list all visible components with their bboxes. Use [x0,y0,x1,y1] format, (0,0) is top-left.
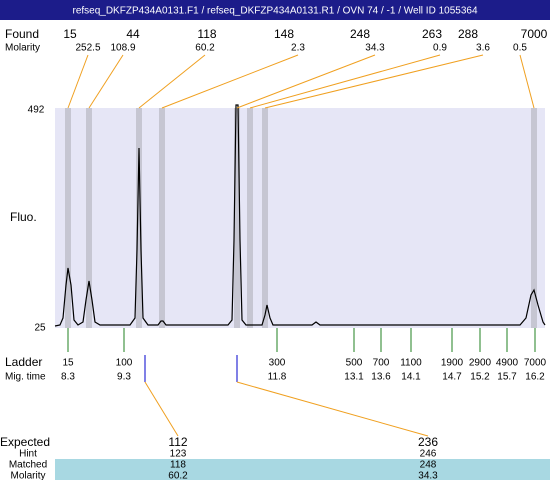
found-size: 263 [422,27,442,41]
row-value: 246 [420,449,437,460]
ladder-size: 4900 [496,358,519,369]
row-value: 248 [420,460,437,471]
connector [249,54,441,109]
ladder-size: 7000 [524,358,547,369]
title-bar [0,0,550,20]
mig-time: 14.7 [442,372,462,383]
peak-band [531,108,537,328]
mig-time: 11.8 [268,372,287,383]
peak-band [262,108,268,328]
axis-top: 492 [28,105,45,116]
trace [54,104,546,327]
connector [264,54,484,109]
mig-time: 15.2 [470,372,490,383]
found-molarity: 60.2 [195,43,215,54]
connector [236,54,376,109]
molarity-label: Molarity [5,43,40,54]
expected-label: Expected [0,435,50,449]
found-size: 248 [350,27,370,41]
peak-band [159,108,165,328]
ladder-size: 1900 [441,358,464,369]
axis-label: Fluo. [10,210,37,224]
mig-time: 16.2 [525,372,545,383]
found-size: 148 [274,27,294,41]
connector [519,54,535,109]
ladder-size: 1100 [400,358,422,369]
plot-area [55,108,545,328]
found-size: 288 [458,27,478,41]
connector [236,381,429,437]
row-value: 123 [170,449,187,460]
found-molarity: 108.9 [110,43,135,54]
found-molarity: 3.6 [476,43,490,54]
peak-band [247,108,253,328]
ladder-size: 100 [116,358,133,369]
title: refseq_DKFZP434A0131.F1 / refseq_DKFZP43… [72,6,477,17]
connector [88,54,124,109]
found-molarity: 2.3 [291,43,305,54]
found-size: 7000 [521,27,548,41]
expected-size: 236 [418,435,438,449]
row-label: Matched [9,460,47,471]
row-value: 118 [170,460,186,471]
peak-band [65,108,71,328]
row-label: Molarity [10,471,45,480]
peak-band [234,108,240,328]
connector [138,54,206,109]
matched-highlight [55,459,550,480]
connector [144,381,179,437]
found-molarity: 252.5 [75,43,100,54]
ladder-size: 500 [346,358,363,369]
found-molarity: 0.9 [433,43,447,54]
ladder-size: 300 [269,358,286,369]
ladder-size: 15 [62,358,74,369]
peak-band [86,108,92,328]
connector [161,54,299,109]
found-size: 44 [126,27,140,41]
mig-time: 9.3 [117,372,131,383]
mig-time-label: Mig. time [5,372,46,383]
expected-size: 112 [168,435,187,449]
connector [67,54,89,109]
found-label: Found [5,27,39,41]
ladder-label: Ladder [5,355,42,369]
peak-band [136,108,142,328]
mig-time: 15.7 [497,372,517,383]
axis-bottom: 25 [34,323,46,334]
found-size: 15 [63,27,77,41]
ladder-size: 2900 [469,358,492,369]
row-label: Hint [19,449,37,460]
mig-time: 13.1 [344,372,364,383]
row-value: 34.3 [418,471,438,480]
found-molarity: 0.5 [513,43,527,54]
mig-time: 8.3 [61,372,75,383]
found-molarity: 34.3 [365,43,385,54]
ladder-size: 700 [373,358,390,369]
mig-time: 14.1 [401,372,421,383]
found-size: 118 [197,27,216,41]
mig-time: 13.6 [371,372,391,383]
row-value: 60.2 [168,471,188,480]
